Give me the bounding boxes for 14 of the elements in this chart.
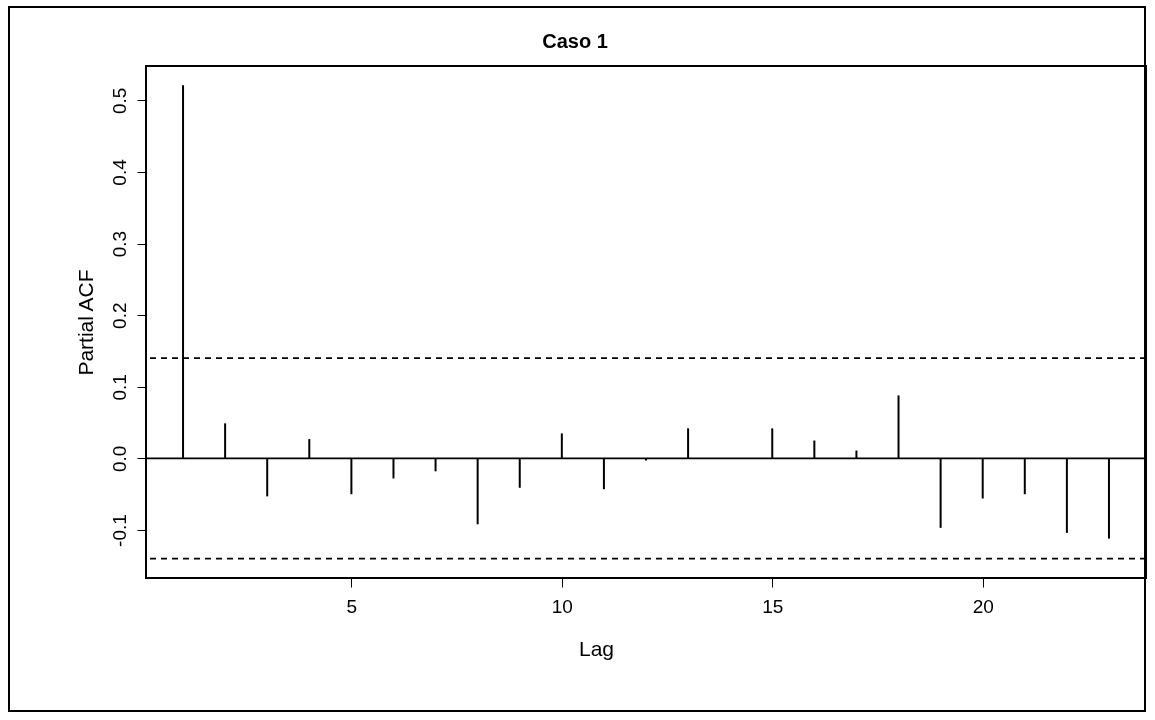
y-tick-label: 0.4 bbox=[108, 158, 130, 186]
y-tick-label: 0.3 bbox=[108, 230, 130, 258]
y-axis-title: Partial ACF bbox=[73, 269, 97, 376]
x-tick-label: 20 bbox=[972, 595, 994, 617]
y-tick-label: 0.0 bbox=[108, 445, 130, 473]
y-tick-label: -0.1 bbox=[108, 514, 130, 547]
y-tick-label: 0.1 bbox=[108, 374, 130, 401]
x-tick-label: 15 bbox=[762, 595, 784, 617]
y-tick-label: 0.5 bbox=[108, 87, 130, 115]
x-tick-label: 5 bbox=[346, 595, 358, 617]
chart-title: Caso 1 bbox=[542, 30, 608, 52]
x-tick-label: 10 bbox=[551, 595, 573, 617]
x-axis-title: Lag bbox=[578, 636, 615, 660]
y-tick-label: 0.2 bbox=[108, 302, 130, 329]
